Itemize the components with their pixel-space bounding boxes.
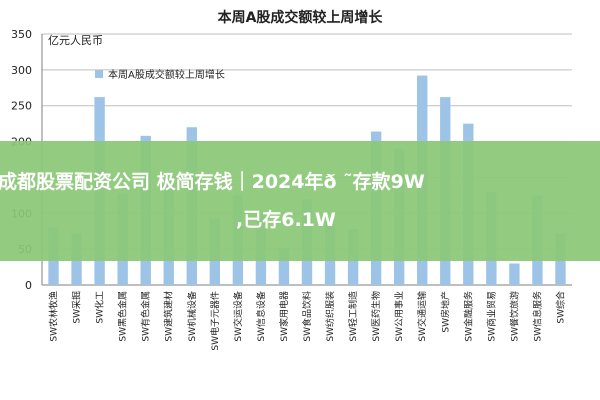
legend-swatch bbox=[95, 70, 103, 78]
x-tick-label: SW采掘 bbox=[71, 291, 83, 324]
x-tick-label: SW公用事业 bbox=[393, 291, 405, 342]
x-tick-label: SW商业贸易 bbox=[485, 291, 497, 342]
x-tick-label: SW建筑建材 bbox=[163, 291, 175, 342]
x-tick-label: SW农林牧渔 bbox=[48, 291, 60, 342]
chart-title: 本周A股成交额较上周增长 bbox=[218, 9, 384, 26]
x-tick-label: SW信息服务 bbox=[531, 291, 543, 342]
x-tick-label: SW金融服务 bbox=[462, 291, 474, 342]
y-tick-label: 300 bbox=[11, 64, 32, 77]
y-axis-label: 亿元人民币 bbox=[48, 34, 103, 47]
x-tick-label: SW交通运输 bbox=[416, 291, 428, 342]
x-tick-label: SW家用电器 bbox=[278, 291, 290, 342]
x-tick-label: SW化工 bbox=[94, 291, 106, 324]
x-tick-label: SW综合 bbox=[554, 291, 566, 324]
y-tick-label: 250 bbox=[11, 100, 32, 113]
overlay-banner[interactable]: 成都股票配资公司 极简存钱｜2024年ð ˜存款9W ,已存6.1W bbox=[0, 141, 600, 261]
x-tick-label: SW黑色金属 bbox=[117, 291, 129, 342]
bar bbox=[509, 263, 520, 285]
banner-text-line1: 成都股票配资公司 极简存钱｜2024年ð ˜存款9W bbox=[0, 171, 425, 193]
x-tick-label: SW医药生物 bbox=[370, 291, 382, 342]
x-tick-label: SW房地产 bbox=[439, 291, 451, 333]
x-tick-label: SW电子元器件 bbox=[209, 291, 221, 351]
legend-label: 本周A股成交额较上周增长 bbox=[108, 68, 225, 81]
y-tick-label: 0 bbox=[25, 279, 32, 292]
x-tick-label: SW纺织服装 bbox=[324, 291, 336, 342]
x-tick-label: SW信息设备 bbox=[255, 291, 267, 342]
x-tick-label: SW交运设备 bbox=[232, 291, 244, 342]
x-tick-label: SW有色金属 bbox=[140, 291, 152, 342]
y-tick-label: 350 bbox=[11, 28, 32, 41]
x-tick-label: SW食品饮料 bbox=[301, 291, 313, 342]
x-tick-label: SW餐饮旅游 bbox=[508, 291, 520, 342]
x-tick-label: SW机械设备 bbox=[186, 291, 198, 342]
x-tick-label: SW轻工制造 bbox=[347, 291, 359, 342]
banner-text-line2: ,已存6.1W bbox=[236, 209, 336, 231]
bar bbox=[278, 247, 290, 285]
